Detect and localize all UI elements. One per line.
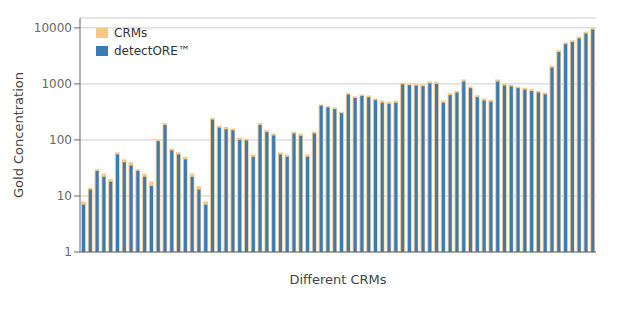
- svg-text:100: 100: [49, 133, 72, 147]
- svg-text:1: 1: [64, 245, 72, 259]
- svg-text:Gold Concentration: Gold Concentration: [11, 72, 26, 198]
- svg-text:10000: 10000: [34, 21, 72, 35]
- html-text:detectORE™: detectORE™: [114, 44, 190, 58]
- svg-text:1000: 1000: [41, 77, 72, 91]
- svg-text:Different CRMs: Different CRMs: [289, 272, 386, 287]
- svg-text:10: 10: [57, 189, 72, 203]
- html-text:CRMs: CRMs: [114, 26, 148, 40]
